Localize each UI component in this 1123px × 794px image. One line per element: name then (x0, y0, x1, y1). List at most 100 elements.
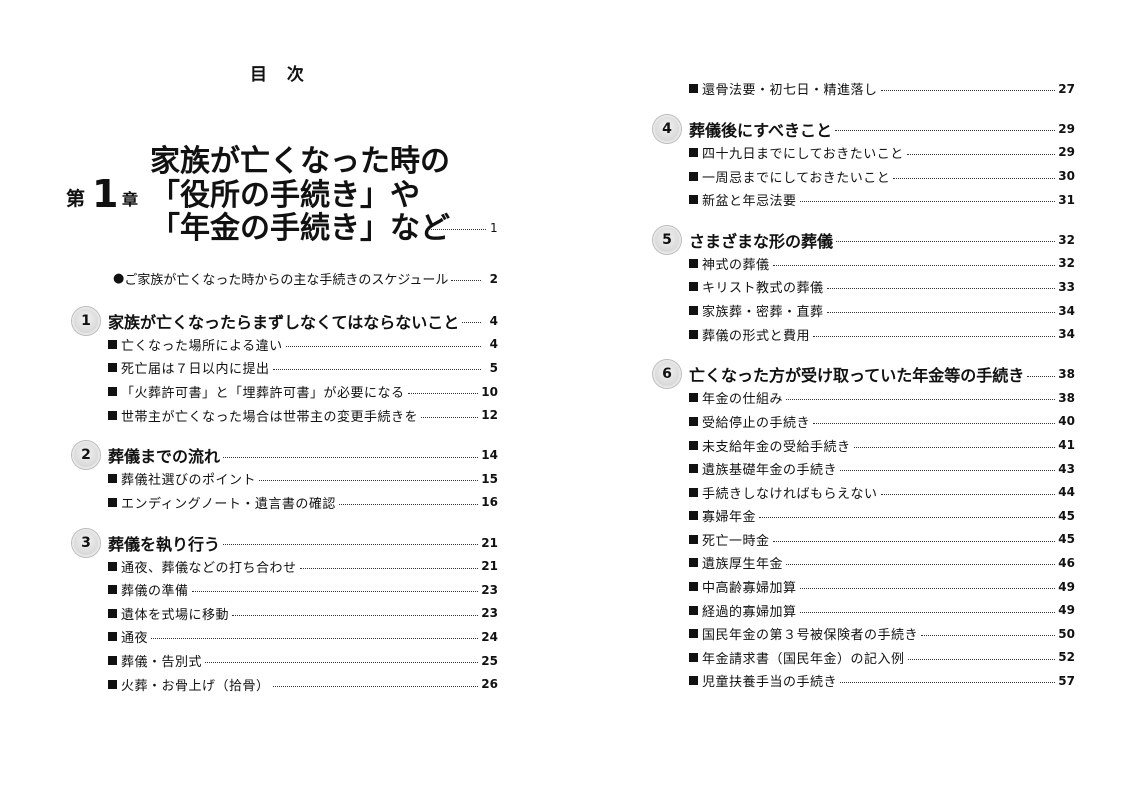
item-title: 遺族厚生年金 (702, 557, 784, 573)
item-page: 27 (1058, 81, 1075, 96)
section-number-badge: 6 (653, 360, 681, 389)
toc-item[interactable]: 未支給年金の受給手続き 41 (653, 433, 1075, 457)
section-page: 21 (481, 535, 498, 550)
item-title: 死亡一時金 (702, 533, 770, 549)
toc-item[interactable]: 葬儀社選びのポイント 15 (72, 467, 498, 491)
dot-leader (338, 503, 479, 505)
toc-item[interactable]: 亡くなった場所による違い 4 (72, 333, 498, 357)
section-heading[interactable]: 2 葬儀までの流れ 14 (72, 441, 498, 470)
item-title: 神式の葬儀 (702, 257, 770, 273)
toc-item[interactable]: 年金の仕組み 38 (653, 386, 1075, 410)
toc-item[interactable]: キリスト教式の葬儀 33 (653, 275, 1075, 299)
toc-item[interactable]: 年金請求書（国民年金）の記入例 52 (653, 646, 1075, 670)
square-bullet-icon (689, 171, 698, 181)
item-title: 遺体を式場に移動 (121, 607, 230, 623)
toc-item[interactable]: 「火葬許可書」と「埋葬許可書」が必要になる 10 (72, 380, 498, 404)
toc-item[interactable]: 葬儀・告別式 25 (72, 649, 498, 673)
toc-item[interactable]: 還骨法要・初七日・精進落し 27 (653, 77, 1075, 101)
item-page: 26 (481, 677, 498, 692)
square-bullet-icon (689, 84, 698, 94)
section-number-badge: 1 (72, 306, 100, 335)
toc-item[interactable]: 国民年金の第３号被保険者の手続き 50 (653, 622, 1075, 646)
item-title: 「火葬許可書」と「埋葬許可書」が必要になる (121, 386, 405, 402)
toc-item[interactable]: 死亡一時金 45 (653, 528, 1075, 552)
toc-item[interactable]: 新盆と年忌法要 31 (653, 188, 1075, 212)
section-heading[interactable]: 1 家族が亡くなったらまずしなくてはならないこと 4 (72, 306, 498, 335)
toc-item[interactable]: 四十九日までにしておきたいこと 29 (653, 141, 1075, 165)
chapter-page: 1 (490, 221, 498, 235)
item-page: 31 (1058, 192, 1075, 207)
toc-item[interactable]: エンディングノート・遺言書の確認 16 (72, 491, 498, 515)
item-page: 45 (1058, 508, 1075, 523)
toc-item[interactable]: 通夜、葬儀などの打ち合わせ 21 (72, 554, 498, 578)
square-bullet-icon (689, 605, 698, 615)
dot-leader (232, 614, 479, 616)
toc-item[interactable]: 児童扶養手当の手続き 57 (653, 669, 1075, 693)
dot-leader (813, 335, 1056, 337)
item-title: 葬儀社選びのポイント (121, 473, 257, 489)
schedule-entry[interactable]: ● ご家族が亡くなった時からの主な手続きのスケジュール 2 (113, 267, 498, 291)
toc-item[interactable]: 一周忌までにしておきたいこと 30 (653, 164, 1075, 188)
chapter-title-line: 「役所の手続き」や (150, 178, 420, 213)
item-title: 通夜、葬儀などの打ち合わせ (121, 560, 297, 576)
item-page: 32 (1058, 256, 1075, 271)
dot-leader (907, 658, 1056, 660)
dot-leader (799, 201, 1056, 203)
toc-item[interactable]: 遺族基礎年金の手続き 43 (653, 457, 1075, 481)
square-bullet-icon (108, 608, 117, 618)
section-heading[interactable]: 4 葬儀後にすべきこと 29 (653, 114, 1075, 143)
square-bullet-icon (108, 474, 117, 484)
toc-item[interactable]: 死亡届は７日以内に提出 5 (72, 356, 498, 380)
square-bullet-icon (689, 147, 698, 157)
square-bullet-icon (108, 656, 117, 666)
dot-leader (799, 611, 1056, 613)
toc-item[interactable]: 世帯主が亡くなった場合は世帯主の変更手続きを 12 (72, 403, 498, 427)
toc-item[interactable]: 中高齢寡婦加算 49 (653, 575, 1075, 599)
chapter-suffix: 章 (122, 190, 139, 209)
toc-item[interactable]: 火葬・お骨上げ（拾骨） 26 (72, 672, 498, 696)
square-bullet-icon (689, 582, 698, 592)
toc-item[interactable]: 寡婦年金 45 (653, 504, 1075, 528)
chapter-title-line: 家族が亡くなった時の (150, 144, 450, 179)
toc-item[interactable]: 神式の葬儀 32 (653, 252, 1075, 276)
item-title: 還骨法要・初七日・精進落し (702, 83, 878, 99)
toc-item[interactable]: 受給停止の手続き 40 (653, 410, 1075, 434)
dot-leader (205, 662, 479, 664)
square-bullet-icon (689, 652, 698, 662)
toc-item[interactable]: 葬儀の準備 23 (72, 578, 498, 602)
dot-leader (272, 369, 481, 371)
toc-item[interactable]: 遺族厚生年金 46 (653, 551, 1075, 575)
item-page: 44 (1058, 485, 1075, 500)
item-page: 30 (1058, 169, 1075, 184)
dot-leader (759, 517, 1056, 519)
section-title: 葬儀を執り行う (108, 534, 221, 554)
toc-item[interactable]: 経過的寡婦加算 49 (653, 598, 1075, 622)
item-title: キリスト教式の葬儀 (702, 281, 824, 297)
dot-leader (151, 638, 479, 640)
square-bullet-icon (689, 629, 698, 639)
toc-section: 6 亡くなった方が受け取っていた年金等の手続き 38 年金の仕組み 38 受給停止の手続き… (653, 360, 1075, 693)
chapter-title-line: 「年金の手続き」など (150, 211, 450, 246)
item-page: 34 (1058, 327, 1075, 342)
dot-leader (772, 264, 1056, 266)
item-page: 25 (481, 653, 498, 668)
square-bullet-icon (108, 679, 117, 689)
item-title: 一周忌までにしておきたいこと (702, 170, 891, 186)
item-page: 43 (1058, 461, 1075, 476)
item-page: 21 (481, 559, 498, 574)
dot-leader (299, 567, 479, 569)
section-heading[interactable]: 3 葬儀を執り行う 21 (72, 528, 498, 557)
dot-leader (223, 544, 479, 546)
square-bullet-icon (689, 558, 698, 568)
item-page: 38 (1058, 390, 1075, 405)
toc-item[interactable]: 遺体を式場に移動 23 (72, 602, 498, 626)
item-title: 葬儀の形式と費用 (702, 328, 811, 344)
toc-item[interactable]: 手続きしなければもらえない 44 (653, 480, 1075, 504)
item-page: 46 (1058, 555, 1075, 570)
toc-item[interactable]: 通夜 24 (72, 625, 498, 649)
section-title: 家族が亡くなったらまずしなくてはならないこと (108, 312, 460, 332)
toc-item[interactable]: 葬儀の形式と費用 34 (653, 322, 1075, 346)
section-heading[interactable]: 6 亡くなった方が受け取っていた年金等の手続き 38 (653, 360, 1075, 389)
section-heading[interactable]: 5 さまざまな形の葬儀 32 (653, 225, 1075, 254)
toc-item[interactable]: 家族葬・密葬・直葬 34 (653, 299, 1075, 323)
